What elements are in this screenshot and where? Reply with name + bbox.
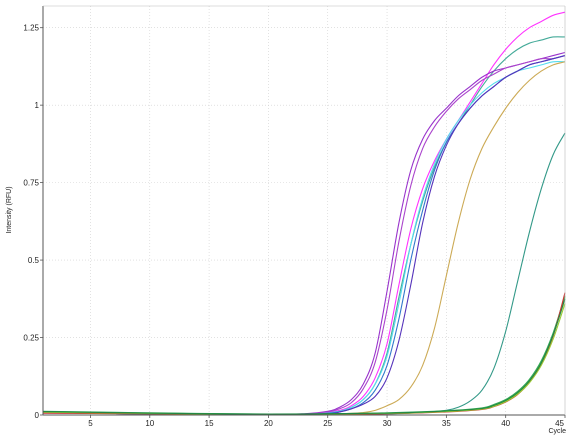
y-tick-label: 0 xyxy=(35,411,40,420)
x-tick-label: 40 xyxy=(501,419,510,428)
x-tick-label: 25 xyxy=(323,419,332,428)
y-tick-label: 1 xyxy=(35,101,40,110)
x-tick-label: 5 xyxy=(88,419,93,428)
y-tick-label: 1.25 xyxy=(23,24,39,33)
series-line xyxy=(42,55,566,415)
grid-layer xyxy=(43,6,565,415)
x-tick-label: 20 xyxy=(264,419,273,428)
plot-area xyxy=(43,6,565,415)
x-tick-label: 35 xyxy=(442,419,451,428)
x-tick-label: 45 xyxy=(555,419,564,428)
x-tick-label: 30 xyxy=(383,419,392,428)
y-axis-title: Intensity (RFU) xyxy=(6,186,13,233)
x-tick-label: 15 xyxy=(205,419,214,428)
x-axis-title: Cycle xyxy=(548,428,566,435)
series-layer xyxy=(42,11,566,415)
y-tick-label: 0.5 xyxy=(28,256,40,265)
x-tick-label: 10 xyxy=(145,419,154,428)
series-line xyxy=(42,298,566,415)
y-tick-label: 0.25 xyxy=(23,334,39,343)
axis-layer: 5 10 15 20 25 30 35 40 45 0 0.25 0.5 0.75 1 1.25 xyxy=(23,5,566,428)
y-tick-label: 0.75 xyxy=(23,179,39,188)
